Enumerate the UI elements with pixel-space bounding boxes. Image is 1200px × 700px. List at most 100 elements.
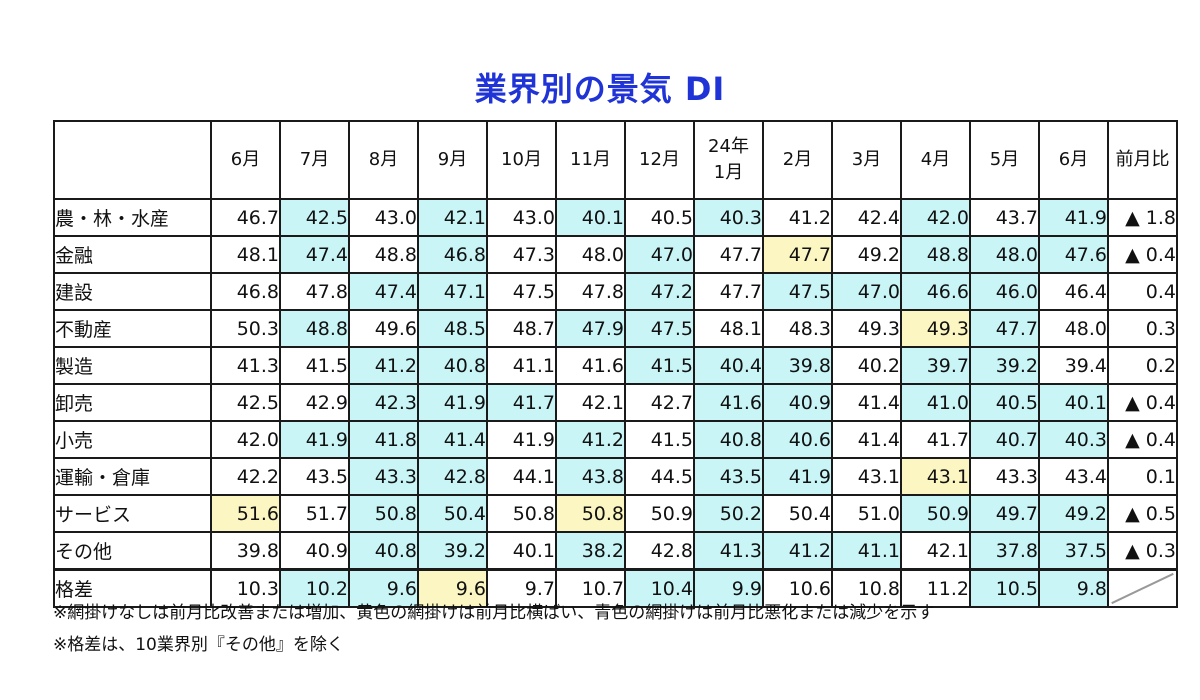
di-value-cell: 41.6: [555, 346, 626, 385]
di-value-cell: 47.8: [555, 272, 626, 311]
month-change-cell: ▲ 0.4: [1107, 383, 1178, 422]
di-value-cell: 43.0: [348, 198, 419, 237]
di-value-cell: 47.7: [762, 235, 833, 274]
di-value-cell: 41.5: [279, 346, 350, 385]
di-value-cell: 42.8: [624, 531, 695, 571]
di-value-cell: 47.5: [486, 272, 557, 311]
di-value-cell: 51.6: [210, 494, 281, 533]
di-value-cell: 49.6: [348, 309, 419, 348]
column-header: 2月: [762, 120, 833, 200]
industry-label: 金融: [53, 235, 212, 274]
di-value-cell: 47.5: [624, 309, 695, 348]
di-value-cell: 47.0: [831, 272, 902, 311]
di-value-cell: 47.4: [348, 272, 419, 311]
di-value-cell: 42.1: [900, 531, 971, 571]
di-value-cell: 39.4: [1038, 346, 1109, 385]
di-value-cell: 42.2: [210, 457, 281, 496]
di-value-cell: 46.0: [969, 272, 1040, 311]
di-value-cell: 44.1: [486, 457, 557, 496]
di-value-cell: 39.7: [900, 346, 971, 385]
di-value-cell: 50.2: [693, 494, 764, 533]
di-value-cell: 42.3: [348, 383, 419, 422]
di-value-cell: 48.0: [555, 235, 626, 274]
month-change-cell: ▲ 0.4: [1107, 235, 1178, 274]
di-value-cell: 48.8: [279, 309, 350, 348]
month-change-cell: ▲ 1.8: [1107, 198, 1178, 237]
di-value-cell: 46.6: [900, 272, 971, 311]
di-value-cell: 48.3: [762, 309, 833, 348]
di-value-cell: 41.3: [210, 346, 281, 385]
di-value-cell: 41.4: [831, 383, 902, 422]
di-value-cell: 42.5: [279, 198, 350, 237]
di-value-cell: 48.5: [417, 309, 488, 348]
di-value-cell: 42.0: [900, 198, 971, 237]
di-value-cell: 40.8: [693, 420, 764, 459]
gap-value-cell: 10.6: [762, 568, 833, 608]
di-value-cell: 42.7: [624, 383, 695, 422]
di-value-cell: 49.7: [969, 494, 1040, 533]
di-value-cell: 37.8: [969, 531, 1040, 571]
di-value-cell: 49.2: [831, 235, 902, 274]
header-corner: [53, 120, 212, 200]
table-row: 建設 46.8 47.8 47.4 47.1 47.5 47.8 47.2 47.7 47.5 47…: [53, 272, 1178, 311]
di-value-cell: 51.0: [831, 494, 902, 533]
column-header: 24年 1月: [693, 120, 764, 200]
table-row: その他 39.8 40.9 40.8 39.2 40.1 38.2 42.8 41.3 41.2 4…: [53, 531, 1178, 571]
di-value-cell: 47.1: [417, 272, 488, 311]
di-value-cell: 41.9: [279, 420, 350, 459]
di-value-cell: 40.1: [1038, 383, 1109, 422]
month-change-cell: ▲ 0.3: [1107, 531, 1178, 571]
di-value-cell: 46.7: [210, 198, 281, 237]
table-row: 卸売 42.5 42.9 42.3 41.9 41.7 42.1 42.7 41.6 40.9 41…: [53, 383, 1178, 422]
di-value-cell: 39.8: [210, 531, 281, 571]
di-value-cell: 50.4: [762, 494, 833, 533]
di-value-cell: 43.1: [831, 457, 902, 496]
gap-value-cell: 9.8: [1038, 568, 1109, 608]
di-value-cell: 39.8: [762, 346, 833, 385]
gap-value-cell: 9.6: [348, 568, 419, 608]
page-title: 業界別の景気 DI: [474, 70, 726, 108]
di-value-cell: 48.0: [969, 235, 1040, 274]
di-value-cell: 49.3: [900, 309, 971, 348]
di-value-cell: 43.3: [969, 457, 1040, 496]
di-value-cell: 47.6: [1038, 235, 1109, 274]
header-row: 6月 7月 8月 9月 10月 11月 12月 24年 1月 2月 3月 4月 5月 6月 前月比: [53, 120, 1178, 200]
di-value-cell: 43.1: [900, 457, 971, 496]
di-value-cell: 39.2: [417, 531, 488, 571]
gap-value-cell: 9.7: [486, 568, 557, 608]
di-value-cell: 43.5: [693, 457, 764, 496]
di-value-cell: 40.8: [348, 531, 419, 571]
di-value-cell: 50.8: [486, 494, 557, 533]
di-value-cell: 40.9: [762, 383, 833, 422]
di-value-cell: 49.2: [1038, 494, 1109, 533]
di-value-cell: 47.7: [693, 272, 764, 311]
industry-label: 農・林・水産: [53, 198, 212, 237]
month-change-cell: 0.1: [1107, 457, 1178, 496]
industry-label: 製造: [53, 346, 212, 385]
column-header: 11月: [555, 120, 626, 200]
di-value-cell: 50.3: [210, 309, 281, 348]
di-value-cell: 46.4: [1038, 272, 1109, 311]
di-value-cell: 40.9: [279, 531, 350, 571]
gap-value-cell: 10.7: [555, 568, 626, 608]
di-value-cell: 47.5: [762, 272, 833, 311]
di-value-cell: 43.7: [969, 198, 1040, 237]
note-gap: ※格差は、10業界別『その他』を除く: [53, 635, 344, 655]
column-header: 4月: [900, 120, 971, 200]
column-header: 3月: [831, 120, 902, 200]
di-value-cell: 40.7: [969, 420, 1040, 459]
column-header: 9月: [417, 120, 488, 200]
di-value-cell: 39.2: [969, 346, 1040, 385]
di-value-cell: 41.7: [486, 383, 557, 422]
gap-value-cell: 9.6: [417, 568, 488, 608]
di-value-cell: 44.5: [624, 457, 695, 496]
di-value-cell: 42.0: [210, 420, 281, 459]
di-value-cell: 43.8: [555, 457, 626, 496]
column-header: 5月: [969, 120, 1040, 200]
column-header: 6月: [210, 120, 281, 200]
di-value-cell: 40.3: [1038, 420, 1109, 459]
di-value-cell: 42.1: [417, 198, 488, 237]
di-value-cell: 51.7: [279, 494, 350, 533]
table-row: サービス 51.6 51.7 50.8 50.4 50.8 50.8 50.9 50.2 50.4…: [53, 494, 1178, 533]
di-value-cell: 50.9: [900, 494, 971, 533]
